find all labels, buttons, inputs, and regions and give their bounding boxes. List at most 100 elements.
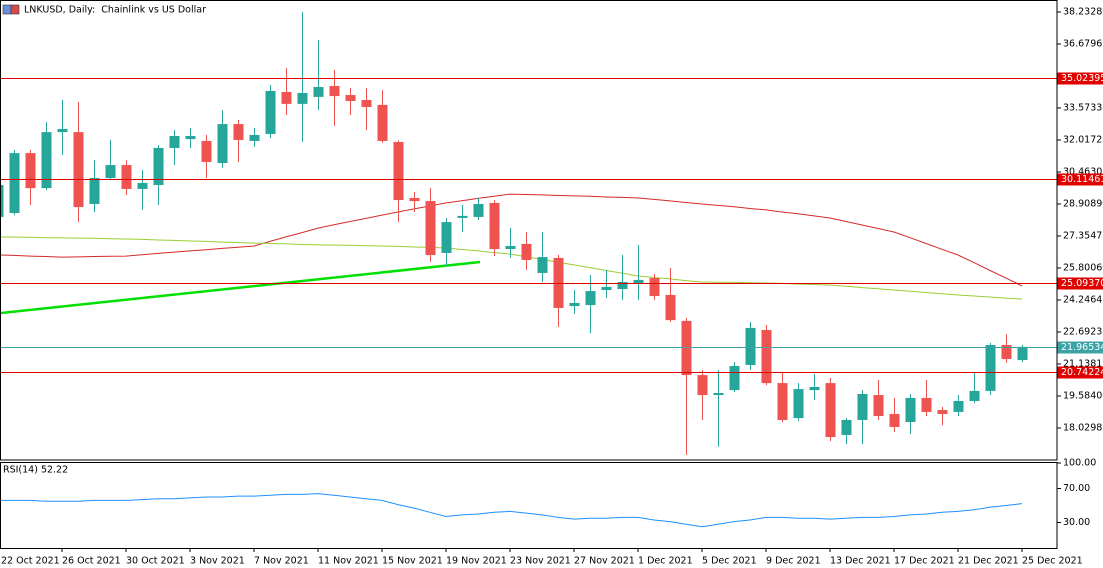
candle-body xyxy=(745,327,756,365)
y-tick-label: 33.57335 xyxy=(1063,102,1103,113)
candle-body xyxy=(809,387,820,391)
candle-body xyxy=(825,383,836,438)
candle-body xyxy=(489,202,500,250)
candle-body xyxy=(297,92,308,104)
candle-body xyxy=(9,153,20,214)
level-label-box xyxy=(1057,72,1103,85)
candle-body xyxy=(409,197,420,202)
candle-body xyxy=(41,132,52,189)
candle-body xyxy=(633,279,644,284)
x-tick-label: 15 Nov 2021 xyxy=(382,556,443,567)
y-tick-label: 30.46305 xyxy=(1063,166,1103,177)
candle-body xyxy=(601,286,612,291)
level-label-box xyxy=(1057,277,1103,290)
candle-body xyxy=(89,178,100,204)
y-tick-label: 36.67965 xyxy=(1063,38,1103,49)
candle-body xyxy=(665,294,676,321)
candle-body xyxy=(121,165,132,189)
level-label-box xyxy=(1057,366,1103,379)
candle-body xyxy=(313,87,324,97)
candle-body xyxy=(505,245,516,250)
candle-body xyxy=(937,410,948,414)
candle-body xyxy=(249,134,260,141)
trendline xyxy=(0,260,481,315)
candle-body xyxy=(185,136,196,140)
chart-title: LNKUSD, Daily: Chainlink vs US Dollar xyxy=(24,5,206,16)
price-label: 21.96534 xyxy=(1061,342,1103,353)
candle-body xyxy=(329,85,340,97)
candle-body xyxy=(345,95,356,102)
x-tick-label: 9 Dec 2021 xyxy=(766,556,821,567)
candle-body xyxy=(969,390,980,402)
x-tick-label: 27 Nov 2021 xyxy=(574,556,635,567)
candle-body xyxy=(777,383,788,420)
candle-body xyxy=(729,366,740,391)
rsi-frame xyxy=(0,462,1058,549)
price-label-box xyxy=(1057,341,1103,354)
y-tick-label: 32.01720 xyxy=(1063,134,1103,145)
x-tick-label: 26 Oct 2021 xyxy=(62,556,121,567)
candle-body xyxy=(761,329,772,384)
candle-body xyxy=(57,129,68,133)
x-tick-label: 1 Dec 2021 xyxy=(638,556,693,567)
candle-body xyxy=(393,141,404,201)
y-tick-label: 19.58400 xyxy=(1063,390,1103,401)
candle-body xyxy=(569,303,580,307)
candle-body xyxy=(361,99,372,107)
rsi-line xyxy=(0,493,1023,528)
candle-body xyxy=(521,243,532,260)
candle-body xyxy=(265,90,276,134)
x-tick-label: 11 Nov 2021 xyxy=(318,556,379,567)
candle-body xyxy=(841,419,852,435)
x-tick-label: 17 Dec 2021 xyxy=(894,556,955,567)
candle-body xyxy=(233,124,244,140)
level-label-box xyxy=(1057,173,1103,186)
candle-body xyxy=(1017,346,1028,361)
x-tick-label: 22 Oct 2021 xyxy=(1,556,60,567)
candle-body xyxy=(169,136,180,148)
candle-body xyxy=(537,257,548,273)
candle-body xyxy=(697,375,708,396)
level-label: 20.74224 xyxy=(1061,367,1103,378)
y-tick-label: 28.90890 xyxy=(1063,198,1103,209)
y-tick-label: 30.00 xyxy=(1063,517,1090,528)
candle-body xyxy=(857,394,868,420)
rsi-title: RSI(14) 52.22 xyxy=(3,465,68,476)
candle-body xyxy=(25,153,36,189)
x-tick-label: 23 Nov 2021 xyxy=(510,556,571,567)
symbol-icon xyxy=(2,4,20,15)
candle-body xyxy=(889,413,900,427)
candle-body xyxy=(457,215,468,218)
y-tick-label: 25.80060 xyxy=(1063,262,1103,273)
candle-body xyxy=(905,397,916,423)
candle-body xyxy=(1001,345,1012,360)
candle-body xyxy=(201,140,212,162)
y-tick-label: 24.24645 xyxy=(1063,294,1103,305)
candle-body xyxy=(617,281,628,290)
y-tick-label: 27.35475 xyxy=(1063,230,1103,241)
x-tick-label: 21 Dec 2021 xyxy=(958,556,1019,567)
x-tick-label: 5 Dec 2021 xyxy=(702,556,757,567)
candle-body xyxy=(73,132,84,208)
candle-body xyxy=(441,222,452,253)
x-tick-label: 30 Oct 2021 xyxy=(126,556,185,567)
candle-body xyxy=(953,401,964,412)
candle-body xyxy=(649,278,660,297)
level-label: 25.09370 xyxy=(1061,278,1103,289)
y-tick-label: 100.00 xyxy=(1063,458,1096,469)
level-label: 30.11461 xyxy=(1061,174,1103,185)
x-tick-label: 19 Nov 2021 xyxy=(446,556,507,567)
candle-body xyxy=(793,389,804,419)
level-label: 35.02395 xyxy=(1061,73,1103,84)
candle-body xyxy=(217,124,228,163)
candle-body xyxy=(425,201,436,256)
candle-body xyxy=(137,182,148,189)
x-tick-label: 3 Nov 2021 xyxy=(190,556,245,567)
y-tick-label: 70.00 xyxy=(1063,483,1090,494)
y-tick-label: 38.23280 xyxy=(1063,7,1103,18)
y-tick-label: 18.02985 xyxy=(1063,422,1103,433)
plot-layer: 38.23280 36.67965 33.57335 32.01720 30.46305… xyxy=(0,7,1103,567)
candle-body xyxy=(553,257,564,308)
moving-average xyxy=(0,193,1023,287)
